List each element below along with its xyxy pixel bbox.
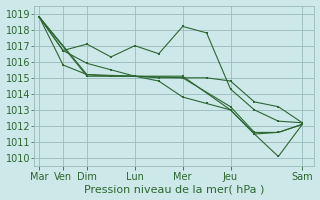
X-axis label: Pression niveau de la mer( hPa ): Pression niveau de la mer( hPa )	[84, 184, 264, 194]
